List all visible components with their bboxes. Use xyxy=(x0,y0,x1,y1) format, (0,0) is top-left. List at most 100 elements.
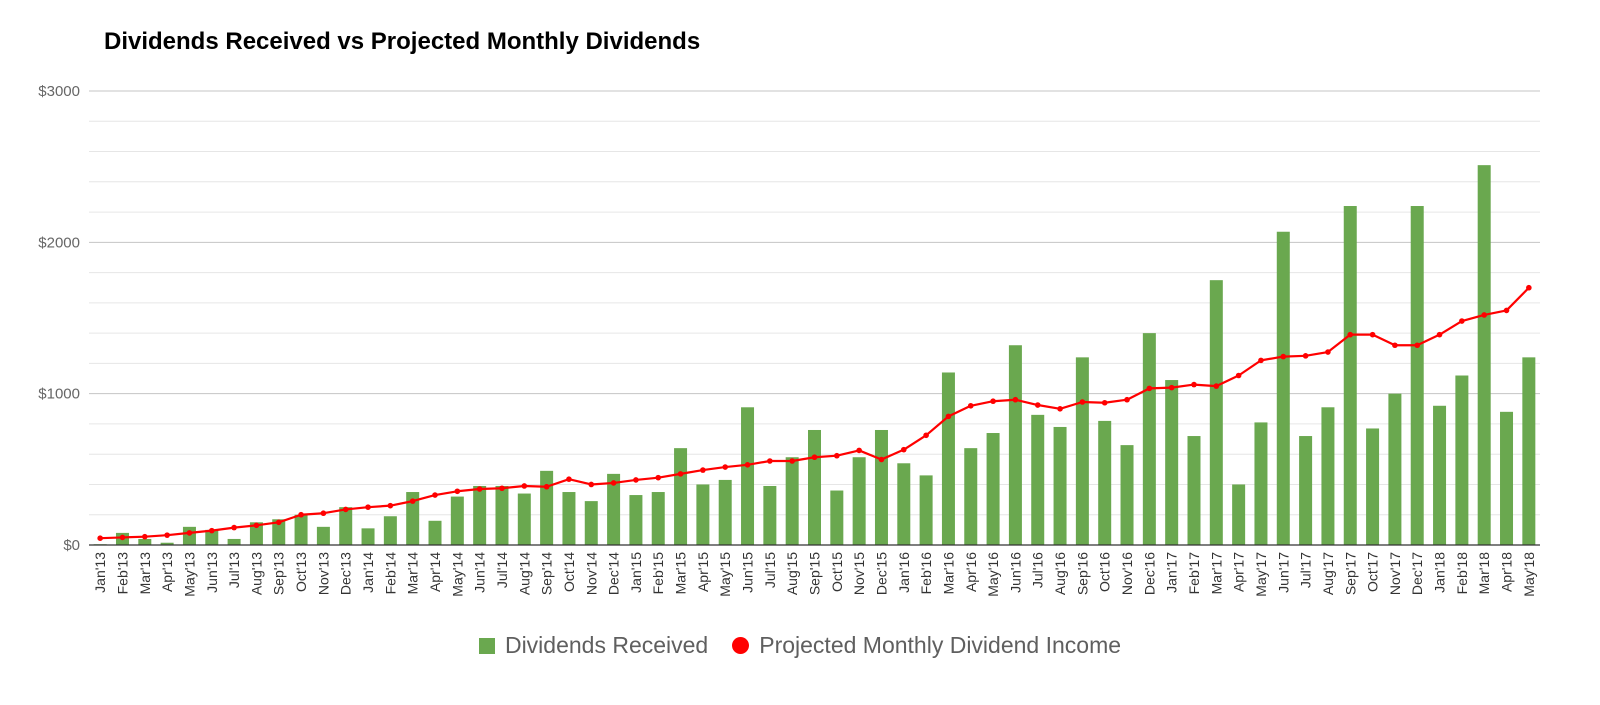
bar xyxy=(1008,345,1022,545)
x-tick-label: Jan'17 xyxy=(1164,552,1180,593)
x-tick-label: Jan'18 xyxy=(1432,552,1448,593)
line-point xyxy=(342,506,349,513)
bar xyxy=(1276,231,1290,546)
bar xyxy=(1232,484,1246,545)
bar xyxy=(874,429,888,545)
line-point xyxy=(588,481,595,488)
bar xyxy=(1187,436,1201,545)
line-point xyxy=(409,498,416,504)
line-point xyxy=(900,446,907,453)
line-point xyxy=(1124,396,1130,403)
x-tick-label: Feb'14 xyxy=(382,552,398,595)
x-tick-label: Sep'15 xyxy=(807,552,823,595)
line-point xyxy=(1414,342,1421,349)
line-point xyxy=(990,398,996,405)
x-tick-label: Sep'17 xyxy=(1342,552,1358,595)
x-tick-label: Apr'15 xyxy=(695,552,711,592)
x-tick-label: Feb'15 xyxy=(650,552,666,595)
line-point xyxy=(633,477,639,483)
line-point xyxy=(700,467,706,473)
bar xyxy=(1098,420,1112,545)
bar xyxy=(584,501,598,545)
x-tick-label: Jul'13 xyxy=(226,552,242,588)
line-point xyxy=(945,413,952,420)
x-tick-label: Jul'15 xyxy=(762,552,778,588)
x-tick-label: Oct'17 xyxy=(1365,552,1381,592)
legend-item-dividends-received: Dividends Received xyxy=(478,632,709,659)
x-tick-label: Jun'15 xyxy=(740,552,756,593)
line-point xyxy=(655,474,662,481)
bar xyxy=(138,538,152,545)
bar xyxy=(1165,380,1179,545)
bar xyxy=(830,490,844,545)
x-tick-label: May'13 xyxy=(181,552,197,597)
x-tick-label: Feb'13 xyxy=(114,552,130,595)
y-tick-label: $3000 xyxy=(38,83,80,100)
line-point xyxy=(878,456,885,463)
line-point xyxy=(610,480,617,486)
x-tick-label: Jun'13 xyxy=(204,552,220,593)
line-point xyxy=(789,458,795,464)
bar xyxy=(428,520,442,545)
y-tick-label: $2000 xyxy=(38,234,80,251)
x-tick-label: Jun'16 xyxy=(1007,552,1023,593)
bar xyxy=(1209,280,1223,545)
bar xyxy=(450,496,464,545)
line-point xyxy=(722,464,729,470)
x-tick-label: Feb'17 xyxy=(1186,552,1202,595)
x-tick-label: Dec'16 xyxy=(1141,552,1157,595)
line-point xyxy=(387,502,394,509)
x-tick-label: Aug'15 xyxy=(784,552,800,595)
bar xyxy=(1388,393,1402,545)
x-tick-label: Jul'14 xyxy=(494,552,510,588)
x-tick-label: Mar'13 xyxy=(137,552,153,595)
line-point xyxy=(1392,342,1398,349)
chart-legend: Dividends Received Projected Monthly Div… xyxy=(0,632,1600,659)
bar xyxy=(160,542,174,545)
bar xyxy=(1053,426,1067,545)
line-point xyxy=(1436,331,1443,338)
bar xyxy=(316,526,330,545)
bar xyxy=(941,372,955,545)
x-tick-label: Mar'18 xyxy=(1476,552,1492,595)
x-tick-label: Jan'13 xyxy=(92,552,108,593)
bar xyxy=(1142,333,1156,545)
line-point xyxy=(1459,318,1465,324)
x-tick-label: Dec'14 xyxy=(606,552,622,595)
x-tick-label: Sep'13 xyxy=(271,552,287,595)
x-tick-label: Jun'17 xyxy=(1275,552,1291,593)
bar xyxy=(339,507,353,545)
line-point xyxy=(186,530,193,536)
bar xyxy=(1410,206,1424,545)
x-tick-label: Nov'17 xyxy=(1387,552,1403,595)
x-tick-label: May'15 xyxy=(717,552,733,597)
bar xyxy=(473,485,487,545)
bar xyxy=(361,528,375,545)
line-point xyxy=(811,454,818,461)
line-point xyxy=(275,519,282,526)
x-tick-label: Oct'14 xyxy=(561,552,577,592)
bar xyxy=(1321,407,1335,545)
line-point xyxy=(1325,349,1331,355)
bar xyxy=(964,448,978,545)
x-tick-label: Feb'16 xyxy=(918,552,934,595)
line-point xyxy=(1168,384,1175,391)
bar xyxy=(1433,405,1447,545)
line-point xyxy=(97,535,103,541)
x-tick-label: Apr'16 xyxy=(963,552,979,592)
line-point xyxy=(454,488,461,495)
line-point xyxy=(298,511,304,518)
bar xyxy=(718,479,732,545)
legend-dot-swatch xyxy=(732,637,750,654)
legend-item-projected-income: Projected Monthly Dividend Income xyxy=(732,632,1121,659)
legend-label-dividends-received: Dividends Received xyxy=(504,632,709,658)
line-point xyxy=(1034,402,1041,408)
x-tick-label: Dec'13 xyxy=(338,552,354,595)
line-point xyxy=(856,447,862,454)
x-tick-label: May'18 xyxy=(1521,552,1537,597)
line-point xyxy=(1347,331,1354,338)
bar xyxy=(808,429,821,545)
bar xyxy=(1299,436,1313,545)
line-point xyxy=(1235,372,1242,379)
bar xyxy=(1343,206,1357,545)
